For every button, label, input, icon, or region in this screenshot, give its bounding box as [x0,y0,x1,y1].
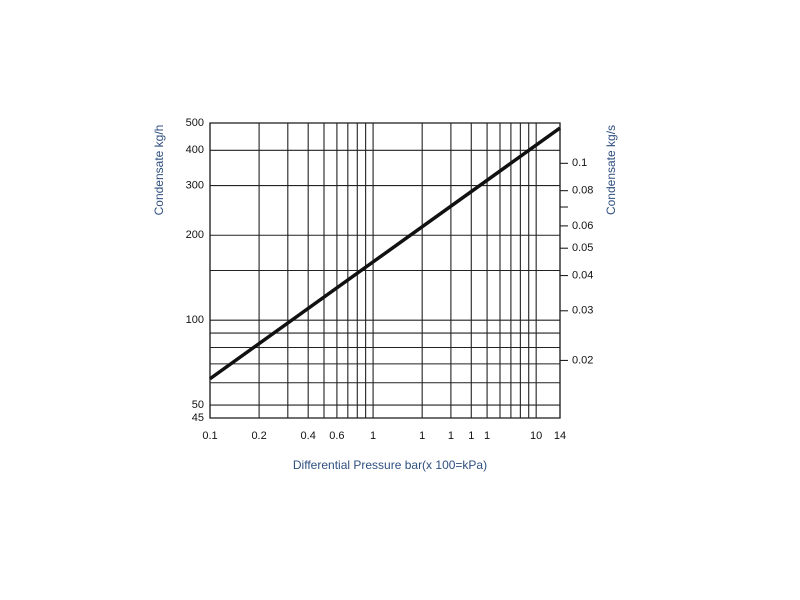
x-tick-label: 1 [419,430,425,442]
y2-tick-label: 0.02 [572,354,593,366]
y2-tick-label: 0.08 [572,185,593,197]
x-tick-label: 0.6 [329,430,344,442]
y-tick-label: 100 [186,314,204,326]
y2-tick-label: 0.03 [572,305,593,317]
x-tick-label: 1 [448,430,454,442]
y-axis-label: Condensate kg/h [152,125,166,216]
x-tick-label: 14 [554,430,566,442]
data-line [208,126,562,381]
y2-tick-label: 0.05 [572,242,593,254]
x-tick-label: 0.2 [251,430,266,442]
x-tick-label: 1 [484,430,490,442]
y2-axis-label: Condensate kg/s [604,125,618,215]
y-tick-label: 500 [186,117,204,129]
x-tick-label: 1 [370,430,376,442]
x-axis-label: Differential Pressure bar(x 100=kPa) [293,458,487,472]
y2-tick-label: 0.1 [572,157,587,169]
y-tick-label: 45 [192,412,204,424]
y2-tick-label: 0.04 [572,269,593,281]
y-tick-label: 400 [186,144,204,156]
y-tick-label: 50 [192,399,204,411]
x-tick-label: 0.4 [301,430,316,442]
y-tick-label: 200 [186,229,204,241]
x-tick-label: 0.1 [202,430,217,442]
x-tick-label: 1 [468,430,474,442]
plot-frame [209,122,561,419]
y2-tick-label: 0.06 [572,220,593,232]
x-tick-label: 10 [530,430,542,442]
y-tick-label: 300 [186,179,204,191]
